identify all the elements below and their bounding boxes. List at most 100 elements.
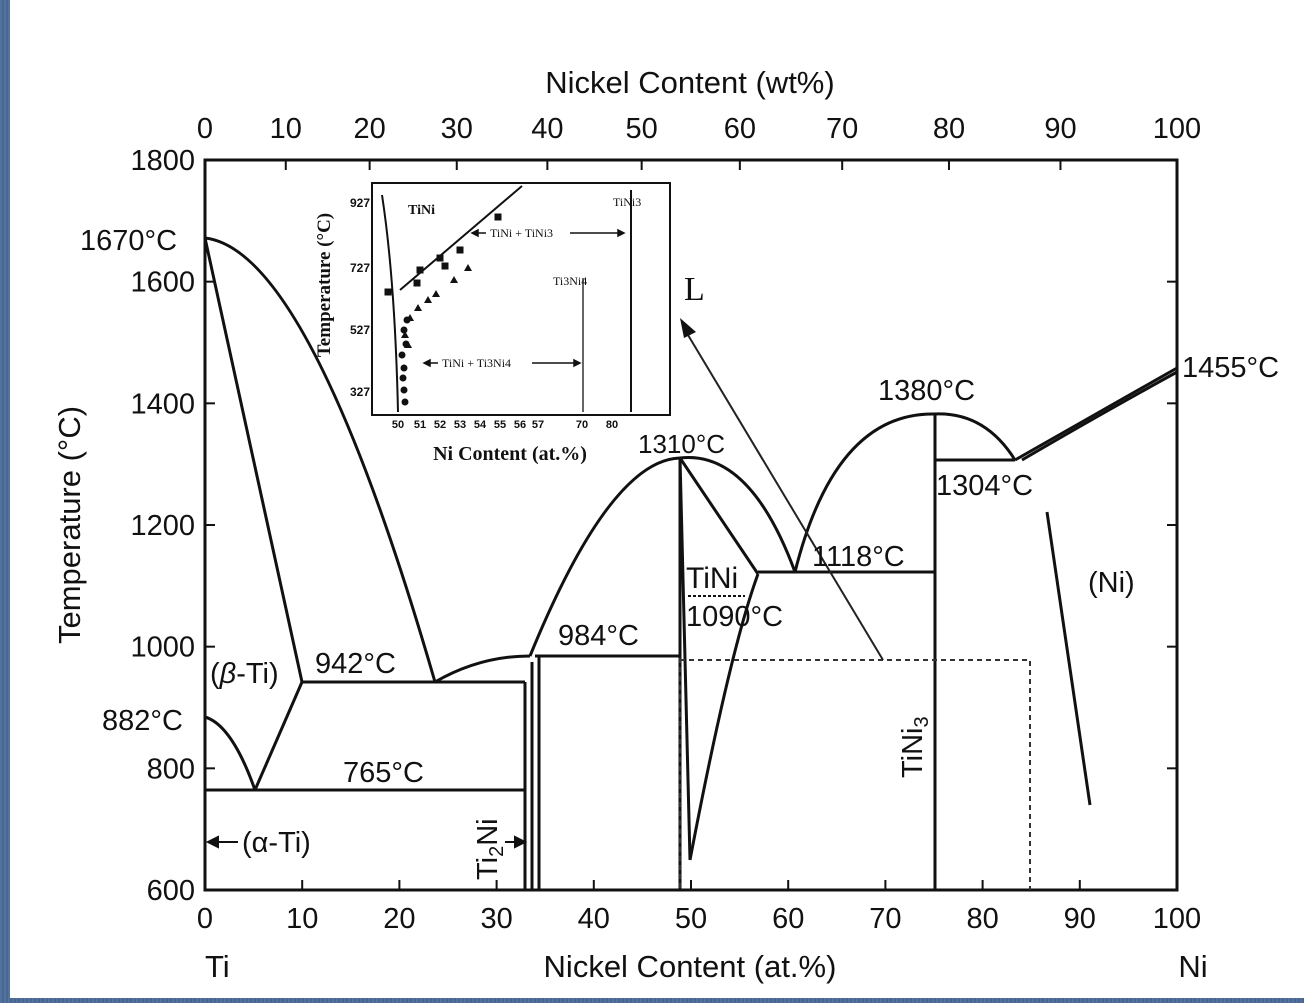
inset-triangle-marker <box>424 296 432 303</box>
slide-canvas: Nickel Content (wt%) Nickel Content (at.… <box>10 0 1304 998</box>
solvus-alpha-beta-left <box>204 715 257 791</box>
inset-triangle-marker <box>406 314 414 321</box>
inset-x-tick-label: 56 <box>514 419 526 431</box>
liquidus-ni <box>1014 366 1178 462</box>
phase-label-alpha-ti: (α-Ti) <box>242 827 311 859</box>
inset-x-tick-label: 50 <box>392 419 404 431</box>
y-tick-label: 800 <box>147 753 195 785</box>
solidus-beta-ti <box>203 237 304 683</box>
phase-label-beta-ti: (β-Ti) <box>210 658 279 690</box>
y-tick-label: 1400 <box>130 388 195 420</box>
inset-triangle-marker <box>464 264 472 271</box>
inset-square-marker <box>413 279 421 287</box>
x-tick-label: 80 <box>966 903 998 935</box>
inset-x-tick-label: 70 <box>576 419 588 431</box>
annotation-765: 765°C <box>343 757 424 789</box>
x-tick-label: 30 <box>480 903 512 935</box>
inset-triangle-marker <box>404 341 412 348</box>
y-axis-title: Temperature (°C) <box>52 406 87 644</box>
inset-label-tini: TiNi <box>408 203 435 218</box>
x-tick-label: 20 <box>383 903 415 935</box>
annotation-1310: 1310°C <box>638 429 725 459</box>
annotation-1304: 1304°C <box>936 470 1033 502</box>
inset-pointer-arrow <box>680 318 884 661</box>
phase-boundaries <box>203 236 1178 861</box>
liquidus-beta-ti <box>204 236 437 683</box>
inset-circle-marker <box>399 374 407 382</box>
inset-label-ti3ni4: Ti3Ni4 <box>553 274 587 288</box>
inset-x-tick-label: 52 <box>434 419 446 431</box>
inset-triangle-marker <box>401 331 409 338</box>
x-tick-label: 100 <box>1153 903 1201 935</box>
inset-triangle-marker <box>432 290 440 297</box>
liquidus-tini3-right <box>934 412 1017 461</box>
inset-square-marker <box>456 246 464 254</box>
phase-label-tini3: TiNi3 <box>897 716 933 778</box>
inset-data-markers <box>384 213 502 406</box>
inset-triangle-marker <box>414 304 422 311</box>
x-tick-label: 70 <box>869 903 901 935</box>
y-tick-label: 1800 <box>130 145 195 177</box>
x-end-label-ni: Ni <box>1178 949 1207 984</box>
inset-label-tini-tini3: TiNi + TiNi3 <box>490 226 553 240</box>
inset-x-tick-label: 54 <box>474 419 487 431</box>
inset-circle-marker <box>401 398 409 406</box>
y-tick-label: 600 <box>147 875 195 907</box>
x-tick-label: 90 <box>1064 903 1096 935</box>
inset-square-marker <box>494 213 502 221</box>
top-axis-ticks: 0 10 20 30 40 50 60 70 80 90 100 <box>197 113 1201 170</box>
inset-circle-marker <box>400 364 408 372</box>
inset-arrows <box>422 228 626 368</box>
top-tick-label: 0 <box>197 113 213 145</box>
ni-solvus-line <box>1045 511 1092 806</box>
inset-y-tick-label: 727 <box>350 261 370 275</box>
solvus-alpha-beta-right <box>253 681 304 791</box>
top-tick-label: 100 <box>1153 113 1201 145</box>
x-tick-label: 0 <box>197 903 213 935</box>
y-tick-label: 1000 <box>130 632 195 664</box>
top-tick-label: 80 <box>933 113 965 145</box>
annotation-942: 942°C <box>315 648 396 680</box>
annotation-984: 984°C <box>558 620 639 652</box>
liquidus-tini-left <box>528 456 681 657</box>
top-tick-label: 40 <box>531 113 563 145</box>
top-tick-label: 60 <box>724 113 756 145</box>
inset-x-tick-label: 57 <box>532 419 544 431</box>
x-tick-label: 40 <box>578 903 610 935</box>
inset-circle-marker <box>400 386 408 394</box>
top-tick-label: 20 <box>353 113 385 145</box>
alpha-ti-arrow <box>205 835 238 849</box>
inset-x-tick-label: 80 <box>606 419 618 431</box>
tini-boundary-right <box>678 457 760 575</box>
temperature-annotations: 1670°C 882°C 1455°C 942°C 765°C 984°C 13… <box>80 225 1279 789</box>
phase-diagram-chart: Nickel Content (wt%) Nickel Content (at.… <box>52 65 1279 984</box>
liquidus-tini-right <box>679 456 797 573</box>
liquidus-tini3-left <box>793 412 936 573</box>
ti2ni-arrow <box>505 835 528 849</box>
phase-label-liquid: L <box>684 271 705 308</box>
annotation-1380: 1380°C <box>878 375 975 407</box>
x-axis-ticks: 0 10 20 30 40 50 60 70 80 90 100 <box>197 880 1201 935</box>
x-end-label-ti: Ti <box>205 949 230 984</box>
inset-x-tick-label: 53 <box>454 419 466 431</box>
inset-triangle-marker <box>450 276 458 283</box>
inset-square-marker <box>441 262 449 270</box>
inset-chart: 927 727 527 327 50 51 52 53 54 55 56 57 70 80 Temper… <box>314 182 671 465</box>
phase-label-ti2ni: Ti2Ni <box>472 818 508 880</box>
inset-label-tini-ti3ni4: TiNi + Ti3Ni4 <box>442 356 511 370</box>
solidus-ni <box>1021 370 1178 462</box>
y-axis-ticks: 600 800 1000 1200 1400 1600 1800 <box>130 145 1177 907</box>
inset-x-tick-label: 51 <box>414 419 426 431</box>
phase-region-labels: (β-Ti) (α-Ti) TiNi (Ni) L Ti2Ni TiNi3 <box>210 271 1135 880</box>
x-axis-title: Nickel Content (at.%) <box>544 949 837 984</box>
phase-label-ni: (Ni) <box>1088 567 1135 599</box>
invariant-lines <box>205 414 1015 890</box>
inset-x-ticks: 50 51 52 53 54 55 56 57 70 80 <box>392 419 618 431</box>
top-tick-label: 70 <box>826 113 858 145</box>
y-tick-label: 1200 <box>130 510 195 542</box>
dashed-lines <box>679 658 1031 890</box>
tini-solvus <box>688 573 760 861</box>
inset-y-tick-label: 327 <box>350 385 370 399</box>
inset-y-tick-label: 527 <box>350 323 370 337</box>
inset-label-tini3: TiNi3 <box>613 195 641 209</box>
